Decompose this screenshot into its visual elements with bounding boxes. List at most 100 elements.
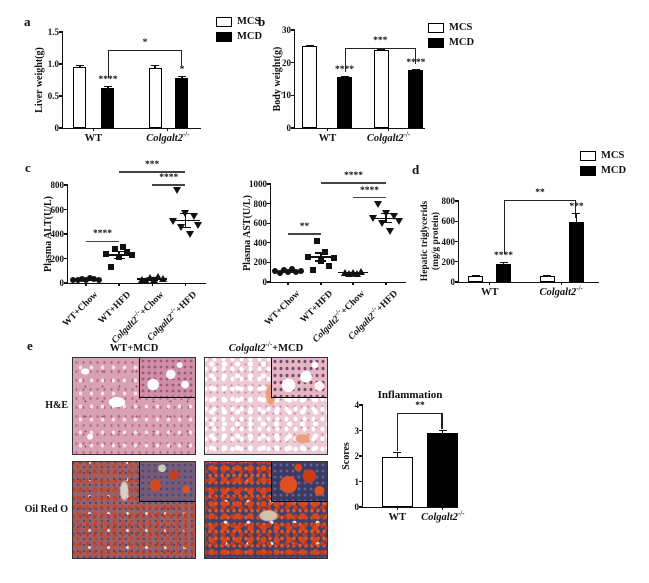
x-tick-mark xyxy=(320,282,322,285)
x-category-label: WT+Chow xyxy=(61,290,101,329)
bracket-leg xyxy=(397,413,399,451)
scatter-point xyxy=(146,274,155,282)
scatter-point xyxy=(297,267,304,274)
colgalt2-mcs-bar xyxy=(148,68,162,128)
significance-stars: ** xyxy=(535,188,545,198)
x-tick-mark xyxy=(388,128,390,131)
y-tick-mark xyxy=(267,183,271,185)
legend-mcs-label: MCS xyxy=(237,16,261,27)
y-tick-mark xyxy=(359,455,363,457)
y-tick-label: 10 xyxy=(282,90,291,101)
y-tick-mark xyxy=(359,429,363,432)
scatter-point xyxy=(193,222,202,230)
scatter-point xyxy=(189,212,198,220)
error-bar xyxy=(343,75,346,79)
x-tick-mark xyxy=(489,282,491,285)
x-tick-mark xyxy=(184,283,186,286)
y-tick-mark xyxy=(267,281,271,283)
colgalt2-mcs-bar xyxy=(373,50,389,128)
significance-stars: **** xyxy=(494,251,514,262)
y-tick-label: 0.5 xyxy=(47,91,59,101)
y-tick-label: 0 xyxy=(354,502,360,512)
scatter-point xyxy=(305,253,312,260)
scatter-point xyxy=(141,276,150,284)
scatter-point xyxy=(313,238,320,245)
x-category-label: Colgalt2-/- xyxy=(366,130,411,144)
bracket-leg xyxy=(107,50,110,78)
scatter-point xyxy=(158,275,167,283)
y-tick-label: 800 xyxy=(441,196,456,206)
scatter-point xyxy=(103,251,110,258)
panel-label-e: e xyxy=(27,338,33,353)
y-tick-label: 3 xyxy=(354,425,360,436)
x-category-label: Colgalt2-/- xyxy=(146,130,190,144)
y-tick-label: 200 xyxy=(441,256,456,267)
y-tick-label: 800 xyxy=(253,198,268,209)
error-bar-cap xyxy=(305,45,314,47)
y-tick-mark xyxy=(267,203,271,205)
scatter-point xyxy=(154,272,163,280)
legend-item-mcs: MCS xyxy=(428,22,474,33)
inflammation-title: Inflammation xyxy=(377,389,443,401)
scatter-point xyxy=(390,212,399,220)
y-tick-mark xyxy=(64,233,68,235)
y-tick-mark xyxy=(291,29,295,31)
histology-image-he-wt xyxy=(72,357,196,455)
significance-line xyxy=(320,182,386,184)
scatter-point xyxy=(168,217,177,225)
legend-mcd-label: MCD xyxy=(449,37,475,48)
significance-stars: **** xyxy=(343,171,363,182)
x-tick-mark xyxy=(560,282,562,285)
scatter-point xyxy=(87,275,94,282)
mean-line xyxy=(170,219,201,222)
y-tick-label: 800 xyxy=(50,180,65,190)
x-category-label: WT xyxy=(481,287,499,298)
colgalt2-mcd-bar xyxy=(175,78,189,128)
error-bar xyxy=(396,452,398,459)
y-tick-label: 1 xyxy=(354,476,360,487)
legend-panel-d: MCS MCD xyxy=(580,150,626,180)
wt-mcd-bar xyxy=(496,263,512,282)
scatter-point xyxy=(70,276,77,283)
significance-stars: **** xyxy=(98,74,118,85)
y-tick-label: 600 xyxy=(441,216,456,227)
mcd-swatch-icon xyxy=(580,165,596,176)
significance-line xyxy=(288,233,321,235)
error-bar-cap xyxy=(151,64,160,66)
scatter-point xyxy=(177,224,186,232)
error-bar xyxy=(442,429,444,435)
y-tick-label: 1.0 xyxy=(47,59,59,69)
significance-stars: **** xyxy=(406,57,426,68)
y-tick-label: 0 xyxy=(286,123,292,133)
mean-line xyxy=(305,256,336,258)
scatter-point xyxy=(111,245,118,252)
y-tick-label: 600 xyxy=(50,204,65,215)
legend-mcs-label: MCS xyxy=(449,22,473,33)
bracket-leg xyxy=(503,201,505,255)
scatter-point xyxy=(116,254,123,261)
error-bar-cap xyxy=(471,274,480,277)
histology-image-he-ko xyxy=(204,357,328,455)
scatter-point xyxy=(95,277,102,284)
error-bar-cap xyxy=(75,65,84,67)
legend-panel-b: MCS MCD xyxy=(428,22,474,52)
y-tick-label: 1000 xyxy=(249,179,267,189)
wt-mcs-bar xyxy=(302,46,318,128)
legend-item-mcs: MCS xyxy=(580,150,626,161)
error-bar-cap xyxy=(438,429,447,432)
x-tick-mark xyxy=(85,283,87,286)
scatter-point xyxy=(317,257,324,264)
plasma-alt-chart: 0 200 400 600 800 WT+Chow WT+HFD Colgalt2-/-+Ch… xyxy=(51,160,206,346)
y-tick-mark xyxy=(267,242,271,244)
error-bar xyxy=(154,64,156,70)
x-tick-mark xyxy=(167,128,169,131)
significance-stars: *** xyxy=(145,160,160,171)
x-tick-mark xyxy=(118,283,120,286)
histology-row-label-he: H&E xyxy=(45,400,68,411)
mcd-swatch-icon xyxy=(216,31,232,42)
mean-line xyxy=(371,217,402,220)
bracket-leg xyxy=(344,48,346,72)
panel-label-a: a xyxy=(24,14,31,29)
